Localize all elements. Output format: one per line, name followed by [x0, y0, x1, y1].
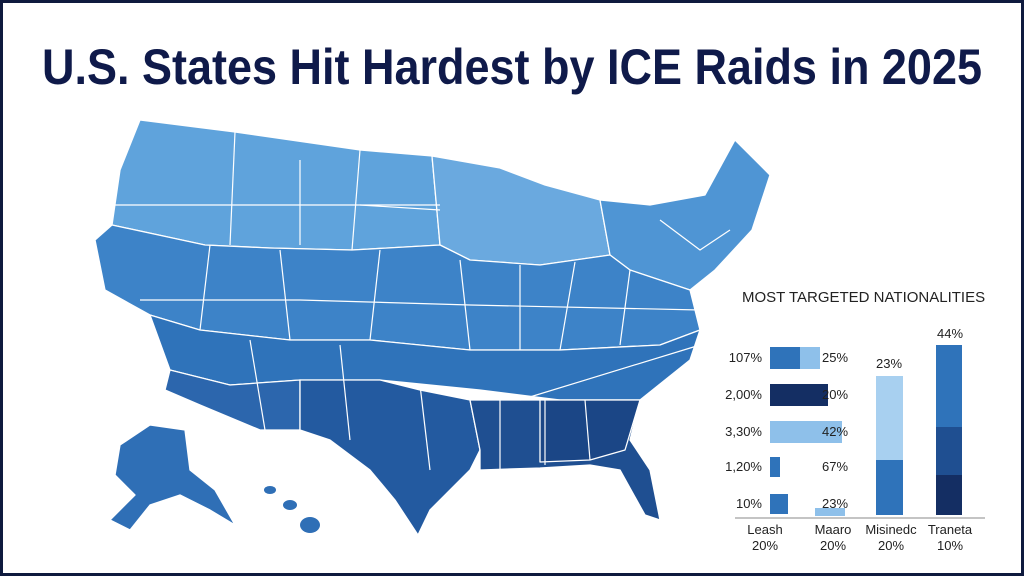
footer-name: Leash — [747, 522, 782, 537]
footer-value: 20% — [820, 538, 846, 553]
row-value: 23% — [822, 496, 848, 511]
footer-name: Misinedc — [865, 522, 917, 537]
footer-value: 20% — [752, 538, 778, 553]
footer-name: Maaro — [815, 522, 852, 537]
row-label: 3,30% — [725, 424, 762, 439]
column-top-label: 44% — [937, 326, 963, 341]
row-value: 25% — [822, 350, 848, 365]
row-value: 67% — [822, 459, 848, 474]
title: U.S. States Hit Hardest by ICE Raids in … — [42, 39, 982, 95]
footer-name: Traneta — [928, 522, 973, 537]
nationalities-panel: MOST TARGETED NATIONALITIES 107% 25% 2,00%… — [725, 289, 985, 553]
footer-value: 10% — [937, 538, 963, 553]
row-label: 10% — [736, 496, 762, 511]
footer-value: 20% — [878, 538, 904, 553]
row-value: 20% — [822, 387, 848, 402]
column-top-label: 23% — [876, 356, 902, 371]
row-value: 42% — [822, 424, 848, 439]
panel-title: MOST TARGETED NATIONALITIES — [742, 289, 985, 306]
us-map — [94, 119, 771, 536]
row-label: 2,00% — [725, 387, 762, 402]
row-label: 1,20% — [725, 459, 762, 474]
row-label: 107% — [729, 350, 763, 365]
